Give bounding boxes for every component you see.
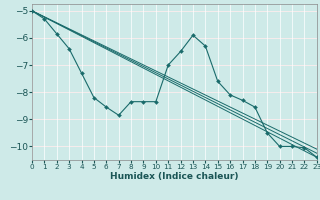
X-axis label: Humidex (Indice chaleur): Humidex (Indice chaleur) xyxy=(110,172,239,181)
